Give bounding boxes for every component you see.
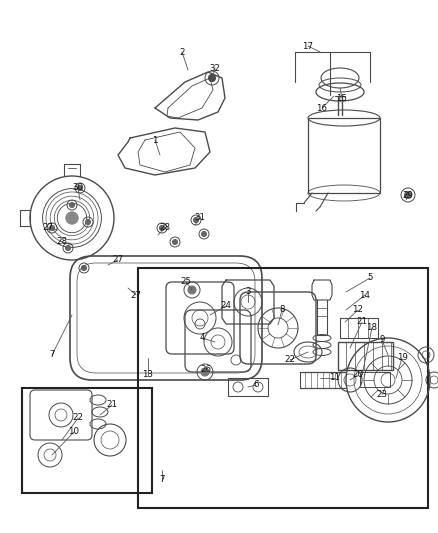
Text: 12: 12	[352, 305, 363, 314]
Text: 1: 1	[152, 135, 157, 144]
Text: 28: 28	[159, 223, 170, 232]
Text: 21: 21	[356, 318, 367, 327]
Text: 4: 4	[199, 334, 204, 343]
Circle shape	[78, 185, 82, 190]
Circle shape	[85, 220, 90, 224]
Text: 24: 24	[220, 302, 231, 311]
Circle shape	[65, 246, 71, 251]
Circle shape	[159, 225, 164, 230]
Text: 2: 2	[179, 47, 184, 56]
Text: 15: 15	[336, 93, 347, 102]
Text: 27: 27	[112, 255, 123, 264]
Circle shape	[201, 231, 206, 237]
Text: 31: 31	[194, 214, 205, 222]
Text: 18: 18	[366, 324, 377, 333]
Text: 27: 27	[130, 290, 141, 300]
Bar	[307, 118, 379, 193]
Bar	[138, 268, 427, 508]
Text: 22: 22	[72, 414, 83, 423]
Text: 27: 27	[42, 223, 53, 232]
Text: 28: 28	[57, 238, 67, 246]
Text: 26: 26	[200, 366, 211, 375]
Text: 14: 14	[359, 290, 370, 300]
Text: 17: 17	[302, 42, 313, 51]
Circle shape	[193, 217, 198, 222]
Text: 5: 5	[367, 273, 372, 282]
Circle shape	[201, 368, 208, 376]
Bar	[227, 378, 267, 396]
Circle shape	[69, 203, 74, 207]
Circle shape	[172, 239, 177, 245]
Text: 20: 20	[352, 370, 363, 379]
Text: 22: 22	[284, 356, 295, 365]
Text: 11: 11	[329, 374, 340, 383]
Text: 13: 13	[142, 370, 153, 379]
Text: 6: 6	[253, 381, 258, 390]
Bar	[339, 318, 377, 338]
Text: 23: 23	[376, 391, 387, 400]
Text: 16: 16	[316, 103, 327, 112]
Text: 9: 9	[378, 335, 384, 344]
Text: 19: 19	[396, 353, 406, 362]
Circle shape	[187, 286, 195, 294]
Text: 30: 30	[72, 183, 83, 192]
Circle shape	[208, 75, 215, 82]
Text: 3: 3	[245, 287, 250, 296]
Text: 7: 7	[49, 351, 55, 359]
Text: 21: 21	[106, 400, 117, 409]
Bar	[359, 372, 389, 387]
Bar	[22, 388, 152, 493]
Text: 8: 8	[279, 305, 284, 314]
Text: 25: 25	[180, 278, 191, 287]
Circle shape	[66, 212, 78, 224]
Text: 32: 32	[209, 63, 220, 72]
Text: 29: 29	[402, 190, 413, 199]
Text: 10: 10	[68, 427, 79, 437]
Circle shape	[49, 225, 54, 230]
Circle shape	[81, 265, 86, 271]
Text: 7: 7	[159, 475, 164, 484]
Bar	[337, 342, 392, 370]
Circle shape	[403, 191, 410, 198]
